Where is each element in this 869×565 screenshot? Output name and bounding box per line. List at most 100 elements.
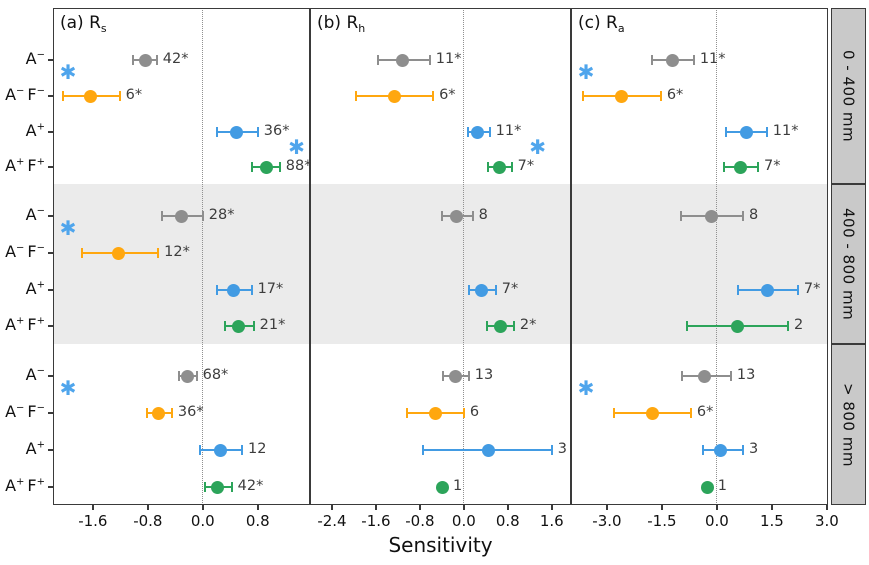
error-bar-cap-right <box>765 127 768 137</box>
facet-strip: 400 - 800 mm <box>831 184 866 344</box>
point-count-label: 2* <box>519 317 537 333</box>
error-bar-cap-left <box>440 211 443 221</box>
category-label-segment: A− <box>5 402 25 421</box>
zero-reference-line <box>716 8 718 505</box>
error-bar-cap-left <box>377 55 380 65</box>
error-bar-cap-right <box>796 285 799 295</box>
point-count-label: 1 <box>717 478 727 494</box>
category-label-segment: F+ <box>27 315 45 334</box>
category-label: A− <box>0 49 45 68</box>
point-count-label: 7* <box>763 158 781 174</box>
error-bar-cap-left <box>80 248 83 258</box>
x-axis-tick <box>550 505 553 510</box>
y-axis-tick <box>48 95 53 97</box>
facet-strip: > 800 mm <box>831 344 866 505</box>
error-bar-cap-right <box>741 445 744 455</box>
zero-reference-line <box>202 8 204 505</box>
data-point <box>494 319 508 333</box>
data-point <box>734 160 748 174</box>
error-bar-cap-right <box>689 408 692 418</box>
point-count-label: 7* <box>501 281 519 297</box>
y-axis-tick <box>48 449 53 451</box>
data-point <box>211 480 225 494</box>
point-count-label: 42* <box>237 478 264 494</box>
point-count-label: 88* <box>285 158 312 174</box>
category-label: A+ <box>0 439 45 458</box>
category-label-segment: A+ <box>25 439 45 458</box>
point-count-label: 42* <box>162 51 189 67</box>
category-label: A− <box>0 205 45 224</box>
x-axis-tick <box>463 505 465 510</box>
error-bar-cap-right <box>756 162 759 172</box>
panel-title: (b) Rh <box>317 13 366 35</box>
data-point <box>232 319 246 333</box>
error-bar-cap-left <box>685 321 688 331</box>
data-point <box>138 53 152 67</box>
data-point <box>259 160 273 174</box>
error-bar-cap-right <box>494 285 497 295</box>
category-label: A+ F+ <box>0 315 45 334</box>
x-axis-title: Sensitivity <box>388 533 493 557</box>
point-count-label: 2 <box>794 317 804 333</box>
x-axis-tick-label: 0.0 <box>190 512 215 530</box>
x-axis-tick <box>256 505 259 510</box>
category-label: A− F− <box>0 85 45 104</box>
category-label: A+ <box>0 121 45 140</box>
x-axis-tick-label: -0.8 <box>405 512 435 530</box>
error-bar-cap-left <box>485 321 488 331</box>
data-point <box>226 283 240 297</box>
error-bar-cap-right <box>512 321 515 331</box>
error-bar-cap-left <box>612 408 615 418</box>
x-axis-tick <box>716 505 718 510</box>
data-point <box>112 246 126 260</box>
significance-asterisk: ✱ <box>59 216 77 240</box>
error-bar-cap-left <box>421 445 424 455</box>
x-axis-tick <box>771 505 773 510</box>
data-point <box>481 443 495 457</box>
data-point <box>471 125 485 139</box>
error-bar-cap-left <box>203 482 206 492</box>
point-count-label: 8 <box>748 207 759 223</box>
y-axis-tick <box>48 412 53 414</box>
point-count-label: 7* <box>803 281 821 297</box>
data-point <box>493 160 507 174</box>
error-bar-cap-right <box>692 55 695 65</box>
facet-strip: 0 - 400 mm <box>831 8 866 184</box>
error-bar-cap-right <box>741 211 744 221</box>
significance-asterisk: ✱ <box>288 134 305 159</box>
data-point <box>761 283 775 297</box>
error-bar-cap-right <box>462 408 465 418</box>
panel-title-subscript: s <box>100 22 107 35</box>
y-axis-tick <box>48 289 53 291</box>
error-bar-cap-left <box>177 371 180 381</box>
point-count-label: 13 <box>736 367 756 383</box>
data-point <box>701 480 715 494</box>
error-bar-cap-left <box>651 55 654 65</box>
category-label-segment: F− <box>27 242 45 261</box>
x-axis-tick-label: -2.4 <box>317 512 347 530</box>
significance-asterisk: ✱ <box>59 60 77 84</box>
category-label-segment: A− <box>25 205 45 224</box>
data-point <box>714 443 728 457</box>
category-label-segment: A+ <box>25 279 45 298</box>
data-point <box>704 209 718 223</box>
point-count-label: 3 <box>557 441 567 457</box>
error-bar-cap-left <box>725 127 728 137</box>
panel-divider <box>309 8 311 505</box>
y-axis-tick <box>48 59 53 61</box>
category-label: A− <box>0 365 45 384</box>
error-bar-cap-right <box>471 211 474 221</box>
error-bar-cap-left <box>199 445 202 455</box>
data-point <box>214 443 228 457</box>
point-count-label: 3 <box>748 441 759 457</box>
error-bar-cap-left <box>466 127 469 137</box>
error-bar-cap-left <box>441 371 444 381</box>
error-bar-cap-right <box>195 371 198 381</box>
data-point <box>448 369 462 383</box>
data-point <box>229 125 243 139</box>
point-count-label: 36* <box>177 404 204 420</box>
category-label: A+ <box>0 279 45 298</box>
category-label-segment: A+ <box>5 156 25 175</box>
